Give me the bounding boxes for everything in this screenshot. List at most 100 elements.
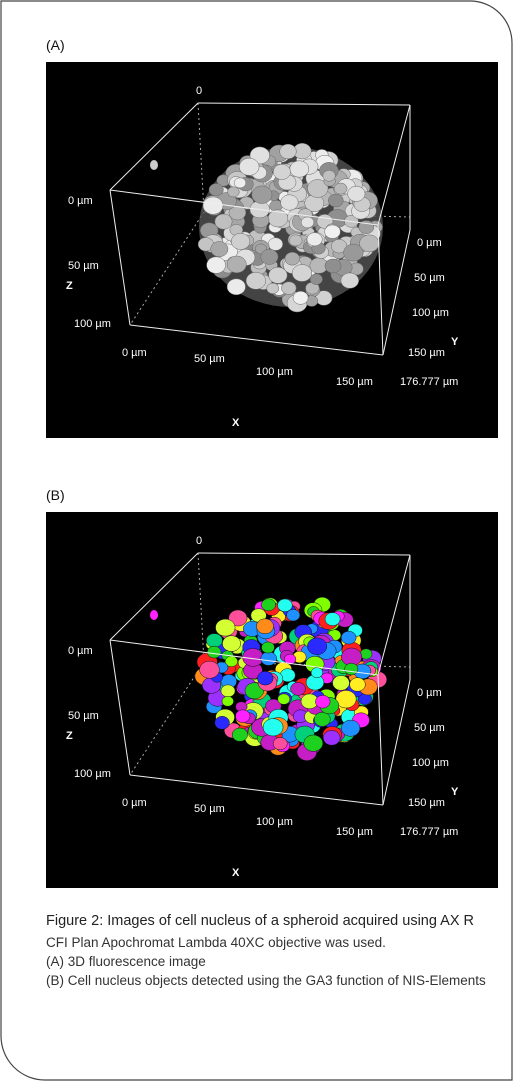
nucleus — [267, 283, 279, 294]
y-tick-label: 0 µm — [417, 687, 442, 699]
y-tick-label: 0 µm — [417, 237, 442, 249]
caption-title: Figure 2: Images of cell nucleus of a sp… — [46, 912, 496, 931]
nucleus — [281, 282, 296, 295]
nucleus — [333, 676, 350, 691]
x-axis-title: X — [232, 867, 240, 879]
nucleus — [278, 694, 290, 705]
nucleus — [304, 735, 323, 751]
nucleus — [263, 719, 283, 736]
nucleus — [311, 668, 323, 678]
nucleus — [341, 631, 356, 644]
z-tick-label: 100 µm — [74, 318, 111, 330]
x-tick-label: 100 µm — [256, 816, 293, 828]
y-tick-label: 150 µm — [408, 347, 445, 359]
nucleus — [292, 265, 312, 282]
nucleus — [310, 274, 322, 285]
x-tick-label: 50 µm — [194, 353, 225, 365]
nucleus — [150, 610, 158, 620]
z-tick-label: 100 µm — [74, 768, 111, 780]
y-tick-label: 100 µm — [412, 307, 449, 319]
x-tick-label: 176.777 µm — [400, 826, 458, 838]
nucleus — [200, 661, 220, 678]
nucleus — [334, 183, 347, 194]
panel-label: (A) — [46, 37, 65, 53]
caption-line: CFI Plan Apochromat Lambda 40XC objectiv… — [46, 933, 496, 952]
nucleus — [289, 235, 302, 246]
nucleus — [207, 257, 226, 274]
nucleus — [280, 144, 297, 159]
z-tick-label: 50 µm — [68, 710, 99, 722]
nucleus — [301, 217, 314, 228]
z-axis-title: Z — [66, 730, 73, 742]
nucleus — [281, 195, 299, 210]
nucleus — [227, 279, 245, 295]
nucleus — [315, 695, 330, 708]
nucleus — [323, 730, 340, 745]
nucleus — [222, 696, 234, 706]
nucleus — [273, 737, 287, 749]
nucleus — [228, 187, 240, 197]
nucleus — [341, 720, 360, 736]
caption: Figure 2: Images of cell nucleus of a sp… — [46, 912, 496, 990]
y-tick-label: 50 µm — [414, 272, 445, 284]
nucleus — [216, 619, 236, 636]
nucleus — [287, 609, 300, 621]
nucleus — [227, 256, 246, 273]
nucleus — [325, 259, 341, 273]
nucleus — [350, 678, 366, 692]
y-tick-label: 100 µm — [412, 757, 449, 769]
z-tick-label: 0 µm — [68, 195, 93, 207]
x-tick-label: 100 µm — [256, 366, 293, 378]
nucleus — [314, 712, 330, 726]
y-tick-label: 50 µm — [414, 722, 445, 734]
x-tick-label: 50 µm — [194, 803, 225, 815]
axis-label: 0 — [196, 85, 202, 97]
nucleus — [307, 233, 322, 246]
nucleus — [236, 710, 251, 723]
nucleus — [269, 267, 288, 283]
x-tick-label: 0 µm — [122, 797, 147, 809]
nucleus — [325, 613, 340, 626]
nucleus — [341, 273, 359, 288]
nucleus — [211, 242, 228, 257]
nucleus — [307, 638, 326, 655]
nucleus — [273, 164, 290, 179]
panel-label: (B) — [46, 487, 65, 503]
nucleus — [239, 158, 259, 175]
x-axis-title: X — [232, 417, 240, 429]
y-tick-label: 150 µm — [408, 797, 445, 809]
nucleus — [291, 682, 306, 695]
nucleus — [345, 663, 358, 675]
nucleus — [344, 244, 364, 261]
nucleus — [323, 170, 336, 181]
nucleus — [207, 646, 221, 658]
y-axis-title: Y — [451, 336, 459, 348]
nucleus — [348, 186, 366, 201]
nucleus — [246, 272, 266, 289]
nucleus — [261, 599, 275, 611]
nucleus — [215, 716, 230, 729]
nucleus — [215, 214, 232, 229]
nucleus — [221, 685, 235, 697]
nucleus — [268, 238, 283, 251]
nucleus — [252, 186, 272, 204]
caption-line: (B) Cell nucleus objects detected using … — [46, 971, 496, 990]
nucleus — [290, 161, 309, 177]
nucleus — [261, 249, 278, 264]
nucleus — [232, 728, 247, 741]
caption-line: (A) 3D fluorescence image — [46, 952, 496, 971]
x-tick-label: 176.777 µm — [400, 376, 458, 388]
z-axis-title: Z — [66, 280, 73, 292]
nucleus — [234, 178, 246, 188]
axis-label: 0 — [196, 535, 202, 547]
panel-image: 0 0 µm 50 µm 100 µm Z 0 µm 50 µm 100 µm 150 µm 17… — [46, 62, 498, 438]
z-tick-label: 0 µm — [68, 645, 93, 657]
nucleus — [231, 233, 250, 249]
nucleus — [293, 291, 308, 304]
nucleus — [206, 634, 222, 648]
nucleus — [203, 197, 223, 214]
nucleus — [325, 225, 341, 239]
x-tick-label: 150 µm — [336, 826, 373, 838]
nucleus — [262, 642, 275, 653]
nucleus — [150, 160, 158, 170]
